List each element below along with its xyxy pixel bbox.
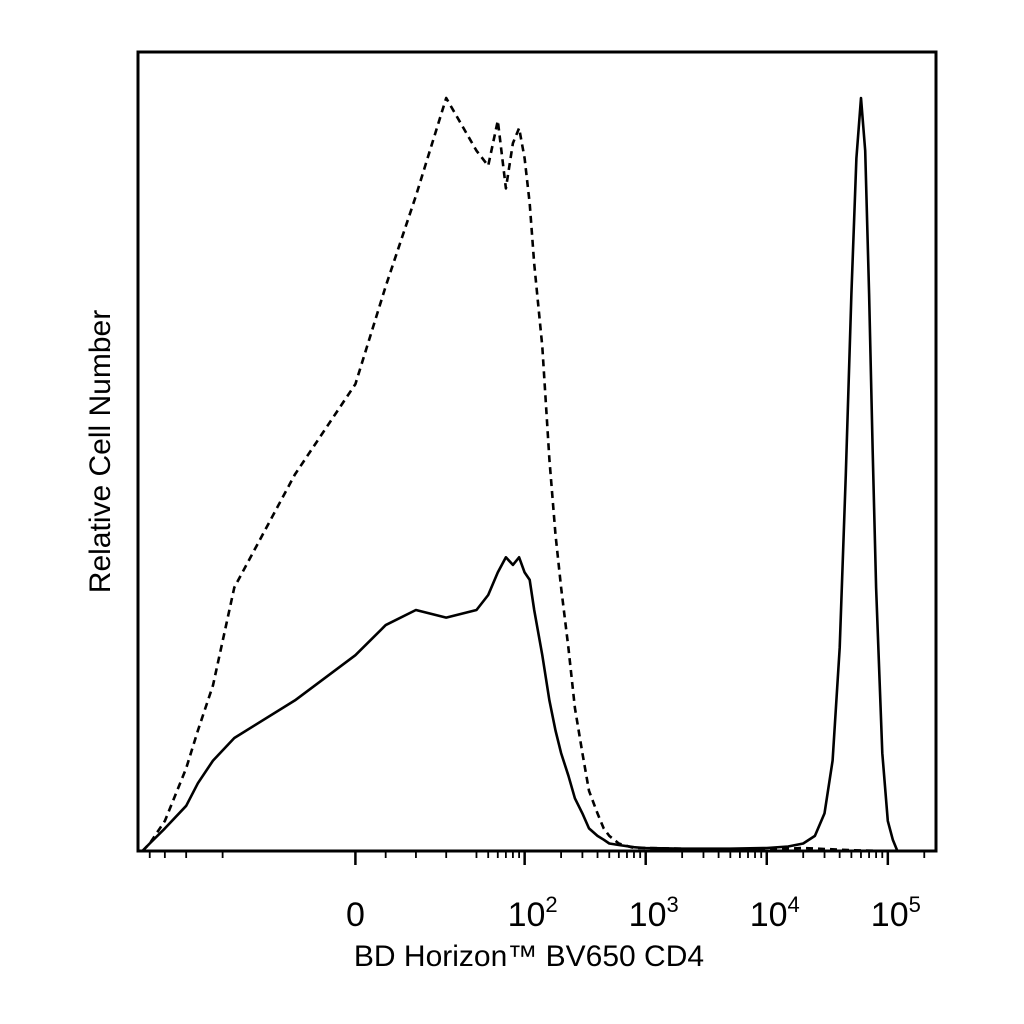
x-tick-label: 0 [346, 896, 365, 934]
x-axis-label: BD Horizon™ BV650 CD4 [354, 940, 704, 973]
plot-frame [136, 50, 938, 853]
x-axis-ticks [148, 851, 926, 865]
y-axis-label: Relative Cell Number [84, 310, 117, 593]
series-line-solid [141, 96, 925, 853]
plot-area [141, 96, 925, 853]
